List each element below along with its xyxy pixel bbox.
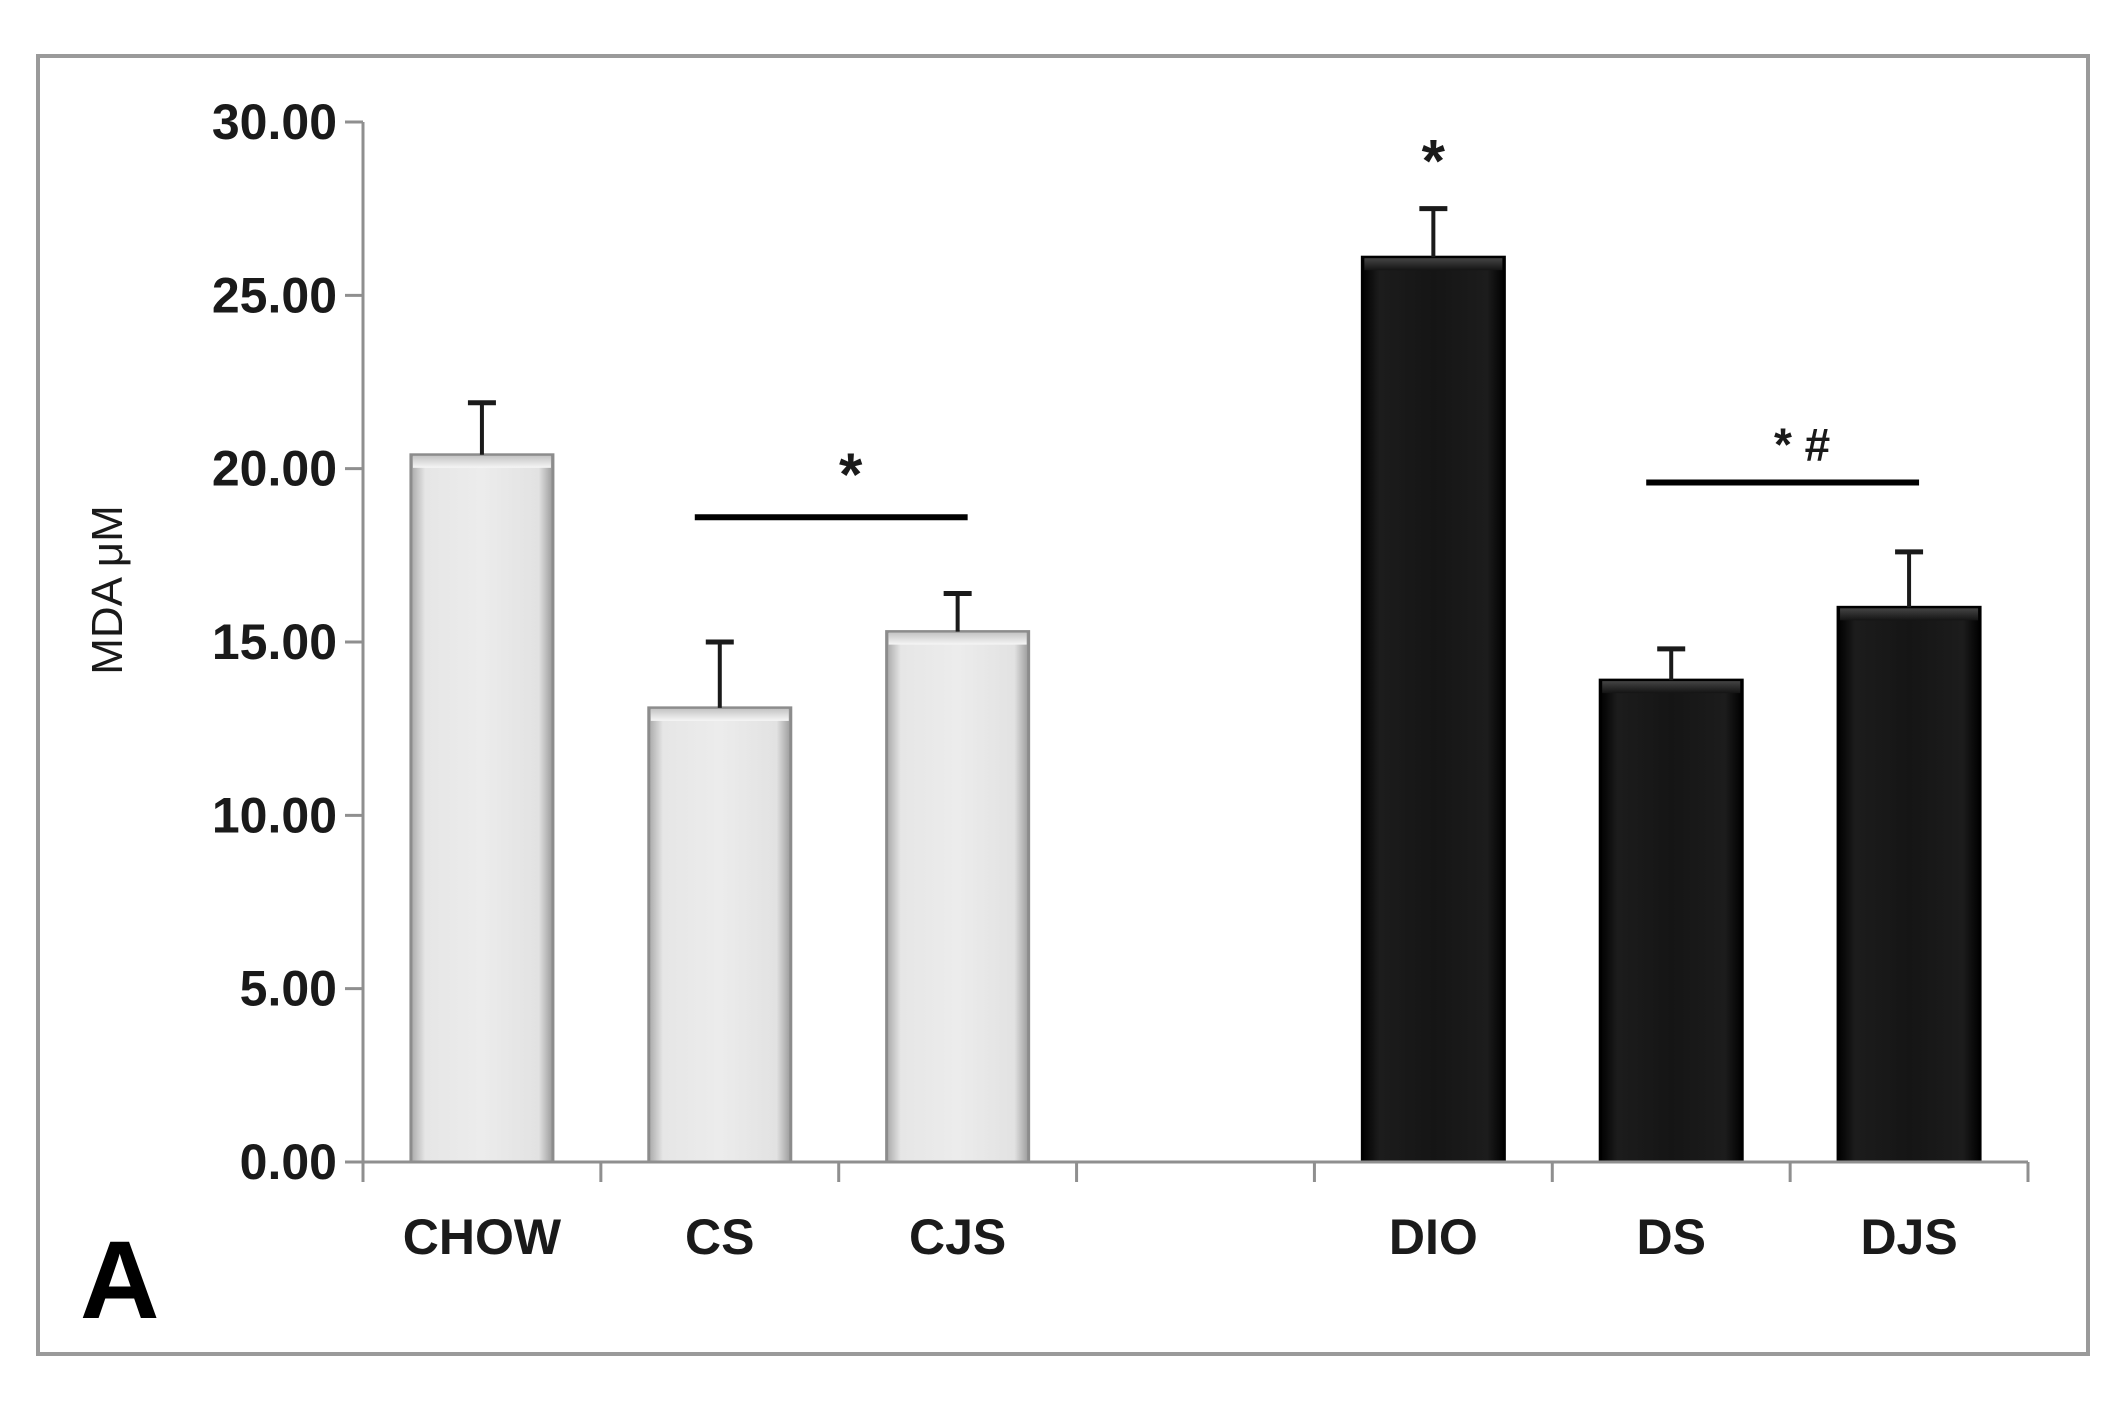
bar-ds <box>1598 678 1744 1164</box>
error-bars-layer <box>467 206 1924 708</box>
significance-annotation: * <box>1422 128 1446 195</box>
error-bar-cjs <box>943 590 972 632</box>
significance-annotation: * # <box>1646 419 1920 486</box>
y-tick-label: 10.00 <box>212 787 337 843</box>
annotations-layer: * * * # <box>694 128 1920 521</box>
bar-body <box>409 453 555 1164</box>
chart-frame <box>36 54 2090 1356</box>
error-bar-cs <box>705 639 734 708</box>
significance-mark: * <box>839 441 863 508</box>
panel-label: A <box>80 1219 159 1342</box>
y-axis-title: MDA μM <box>83 505 132 675</box>
bar-body <box>647 706 793 1164</box>
y-tick-label: 0.00 <box>240 1134 337 1190</box>
significance-mark: * # <box>1774 419 1830 471</box>
bar-body <box>885 630 1031 1164</box>
x-category-label: CHOW <box>403 1209 562 1265</box>
x-category-label: CJS <box>909 1209 1006 1265</box>
bar-top-bevel <box>412 455 551 468</box>
y-tick-label: 20.00 <box>212 441 337 497</box>
y-tick-label: 15.00 <box>212 614 337 670</box>
significance-mark: * <box>1422 128 1446 195</box>
bar-top-bevel <box>1364 258 1503 271</box>
bar-djs <box>1836 605 1982 1164</box>
bar-cs <box>647 706 793 1164</box>
bar-body <box>1360 255 1506 1164</box>
bar-body <box>1836 605 1982 1164</box>
error-bar-chow <box>467 400 496 455</box>
x-category-label: DJS <box>1860 1209 1957 1265</box>
bar-dio <box>1360 255 1506 1164</box>
error-bar-ds <box>1657 646 1686 681</box>
error-bar-djs <box>1895 549 1924 608</box>
bar-cjs <box>885 630 1031 1164</box>
significance-annotation: * <box>694 441 968 521</box>
axes-layer: 0.00 5.00 10.00 15.00 20.00 25.00 30.00 CHOW CS C… <box>212 94 2030 1265</box>
bar-body <box>1598 678 1744 1164</box>
y-tick-label: 30.00 <box>212 94 337 150</box>
x-category-label: CS <box>685 1209 754 1265</box>
bar-top-bevel <box>650 708 789 721</box>
bar-top-bevel <box>888 632 1027 645</box>
y-tick-label: 5.00 <box>240 961 337 1017</box>
y-tick-label: 25.00 <box>212 267 337 323</box>
x-category-label: DIO <box>1389 1209 1478 1265</box>
bars-layer <box>409 255 1982 1164</box>
x-category-label: DS <box>1636 1209 1705 1265</box>
error-bar-dio <box>1419 206 1448 258</box>
bar-top-bevel <box>1840 608 1979 621</box>
bar-chow <box>409 453 555 1164</box>
bar-top-bevel <box>1602 681 1741 694</box>
